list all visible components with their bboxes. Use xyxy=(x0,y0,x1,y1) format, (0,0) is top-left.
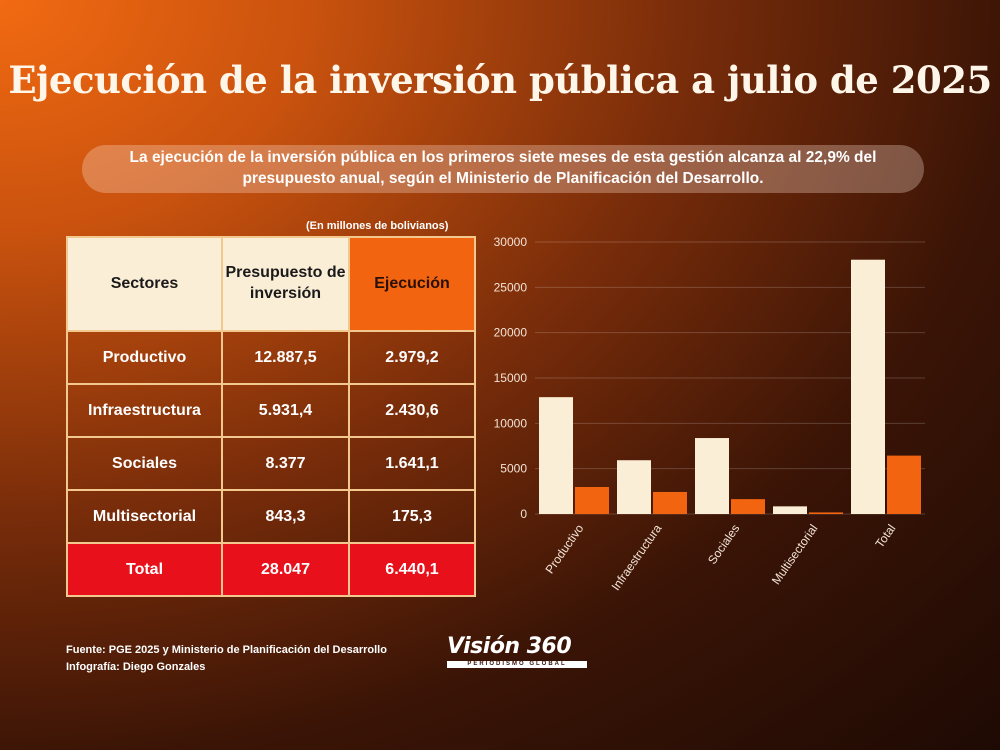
bar-chart: 0 5000 10000 15000 20000 25000 30000 Productivo… xyxy=(494,235,925,593)
y-tick-label: 25000 xyxy=(494,280,528,294)
x-tick-label: Productivo xyxy=(542,521,586,576)
header-ejecucion: Ejecución xyxy=(348,236,476,332)
table-row: Infraestructura 5.931,4 2.430,6 xyxy=(66,383,476,438)
units-note: (En millones de bolivianos) xyxy=(306,220,449,232)
logo-tagline: PERIODISMO GLOBAL xyxy=(447,661,587,668)
cell-sector: Productivo xyxy=(66,330,223,385)
x-tick-label: Infraestructura xyxy=(609,521,665,593)
cell-total-budget: 28.047 xyxy=(221,542,350,597)
bar xyxy=(575,486,609,514)
y-tick-label: 5000 xyxy=(500,462,527,476)
table-row: Productivo 12.887,5 2.979,2 xyxy=(66,330,476,385)
cell-budget: 5.931,4 xyxy=(221,383,350,438)
table-header-row: Sectores Presupuesto de inversión Ejecuc… xyxy=(66,236,476,332)
table-row: Multisectorial 843,3 175,3 xyxy=(66,489,476,544)
cell-sector: Sociales xyxy=(66,436,223,491)
table-row: Sociales 8.377 1.641,1 xyxy=(66,436,476,491)
cell-total-execution: 6.440,1 xyxy=(348,542,476,597)
cell-sector: Multisectorial xyxy=(66,489,223,544)
bar xyxy=(731,499,765,514)
bar xyxy=(773,506,807,514)
y-tick-label: 0 xyxy=(520,507,527,521)
x-tick-label: Sociales xyxy=(705,522,742,567)
cell-budget: 843,3 xyxy=(221,489,350,544)
bar xyxy=(539,397,573,514)
y-tick-label: 30000 xyxy=(494,235,528,249)
bar xyxy=(851,259,885,514)
vision360-logo: Visión 360 PERIODISMO GLOBAL xyxy=(447,636,597,680)
table-total-row: Total 28.047 6.440,1 xyxy=(66,542,476,597)
subtitle-text: La ejecución de la inversión pública en … xyxy=(129,149,877,187)
subtitle-banner: La ejecución de la inversión pública en … xyxy=(82,145,924,193)
cell-total-label: Total xyxy=(66,542,223,597)
page-title: Ejecución de la inversión pública a juli… xyxy=(8,58,992,102)
investment-table: Sectores Presupuesto de inversión Ejecuc… xyxy=(66,236,476,597)
logo-name: Visión 360 xyxy=(447,634,572,659)
cell-execution: 1.641,1 xyxy=(348,436,476,491)
cell-sector: Infraestructura xyxy=(66,383,223,438)
y-tick-label: 15000 xyxy=(494,371,528,385)
cell-execution: 2.979,2 xyxy=(348,330,476,385)
x-tick-label: Total xyxy=(872,522,898,551)
bar xyxy=(809,512,843,514)
footer-credit: Infografía: Diego Gonzales xyxy=(66,661,206,674)
bar xyxy=(653,491,687,514)
cell-execution: 2.430,6 xyxy=(348,383,476,438)
y-tick-label: 10000 xyxy=(494,416,528,430)
footer-source: Fuente: PGE 2025 y Ministerio de Planifi… xyxy=(66,644,387,656)
cell-budget: 8.377 xyxy=(221,436,350,491)
footer: Fuente: PGE 2025 y Ministerio de Planifi… xyxy=(66,642,387,676)
header-sectores: Sectores xyxy=(66,236,223,332)
bar xyxy=(617,460,651,514)
x-tick-label: Multisectorial xyxy=(769,522,821,587)
bar xyxy=(887,455,921,514)
bar xyxy=(695,438,729,514)
cell-execution: 175,3 xyxy=(348,489,476,544)
header-presupuesto: Presupuesto de inversión xyxy=(221,236,350,332)
y-tick-label: 20000 xyxy=(494,326,528,340)
cell-budget: 12.887,5 xyxy=(221,330,350,385)
